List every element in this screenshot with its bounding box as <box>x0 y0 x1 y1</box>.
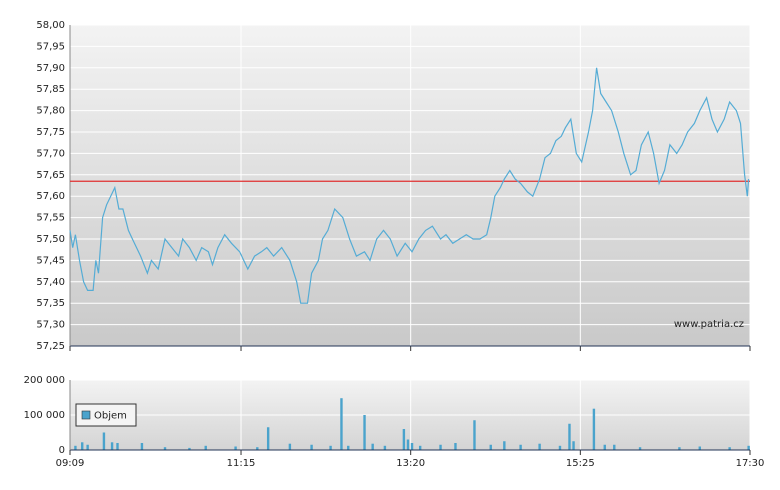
y-tick-label: 57,95 <box>36 41 65 52</box>
volume-bar <box>288 443 292 450</box>
volume-bar <box>406 439 410 450</box>
volume-bar <box>489 444 492 450</box>
x-tick-label: 13:20 <box>396 458 425 469</box>
y-tick-label: 57,90 <box>36 63 65 74</box>
volume-bar <box>256 447 259 450</box>
price-line <box>69 67 750 304</box>
y-tick-label: 57,65 <box>36 170 65 181</box>
y-tick-label: 57,45 <box>36 255 65 266</box>
volume-bar <box>347 445 350 450</box>
x-tick-label: 09:09 <box>56 458 85 469</box>
volume-bar <box>519 444 522 450</box>
y-tick-label: 58,00 <box>36 20 65 31</box>
volume-bar <box>568 423 571 450</box>
volume-bar <box>572 441 575 450</box>
y-tick-label: 57,80 <box>36 106 65 117</box>
volume-bar <box>747 445 750 450</box>
volume-bar <box>110 442 114 450</box>
volume-bar <box>473 420 476 450</box>
y-tick-label: 57,30 <box>36 320 65 331</box>
y-tick-label: 57,35 <box>36 298 65 309</box>
y-tick-label: 57,25 <box>36 341 65 352</box>
volume-bar <box>310 444 313 450</box>
volume-bar <box>234 446 237 450</box>
y-tick-label: 57,75 <box>36 127 65 138</box>
y-tick-label: 57,40 <box>36 277 65 288</box>
y-tick-label: 57,50 <box>36 234 65 245</box>
volume-bar <box>698 446 701 450</box>
volume-bar <box>204 445 207 450</box>
volume-bar <box>613 444 616 450</box>
volume-bar <box>558 445 562 450</box>
volume-bar <box>163 447 167 450</box>
volume-bar <box>538 443 541 450</box>
price-plot-area <box>70 25 750 346</box>
y-tick-label: 57,55 <box>36 213 65 224</box>
x-tick-label: 11:15 <box>227 458 256 469</box>
volume-bar <box>638 447 642 450</box>
volume-bar <box>678 447 681 450</box>
x-tick-label: 15:25 <box>566 458 595 469</box>
volume-bar <box>329 445 332 450</box>
volume-bar <box>592 408 596 450</box>
y-tick-label: 0 <box>59 445 65 456</box>
volume-bar <box>402 429 406 450</box>
legend-box <box>75 403 137 427</box>
volume-bar <box>439 444 442 450</box>
volume-bar <box>266 427 270 450</box>
legend-label: Objem <box>94 411 127 422</box>
watermark: www.patria.cz <box>674 319 744 330</box>
volume-bar <box>371 443 374 450</box>
volume-bar <box>188 447 191 450</box>
volume-bar <box>116 443 119 450</box>
y-tick-label: 100 000 <box>24 410 65 421</box>
volume-bar <box>454 443 457 450</box>
volume-bar <box>503 441 506 450</box>
volume-bar <box>102 432 106 450</box>
y-tick-label: 57,85 <box>36 84 65 95</box>
y-tick-label: 57,60 <box>36 191 65 202</box>
legend-swatch <box>81 410 91 420</box>
volume-bar <box>383 445 387 450</box>
volume-bar <box>340 398 343 450</box>
x-tick-label: 17:30 <box>736 458 765 469</box>
volume-bar <box>81 442 84 450</box>
y-tick-label: 200 000 <box>24 375 65 386</box>
volume-bar <box>74 445 77 450</box>
volume-bar <box>363 415 366 450</box>
volume-bar <box>603 444 606 450</box>
volume-bar <box>86 444 89 450</box>
volume-bar <box>418 445 422 450</box>
volume-bar <box>728 447 731 450</box>
volume-bar <box>410 443 414 450</box>
volume-bar <box>140 443 144 450</box>
y-tick-label: 57,70 <box>36 148 65 159</box>
